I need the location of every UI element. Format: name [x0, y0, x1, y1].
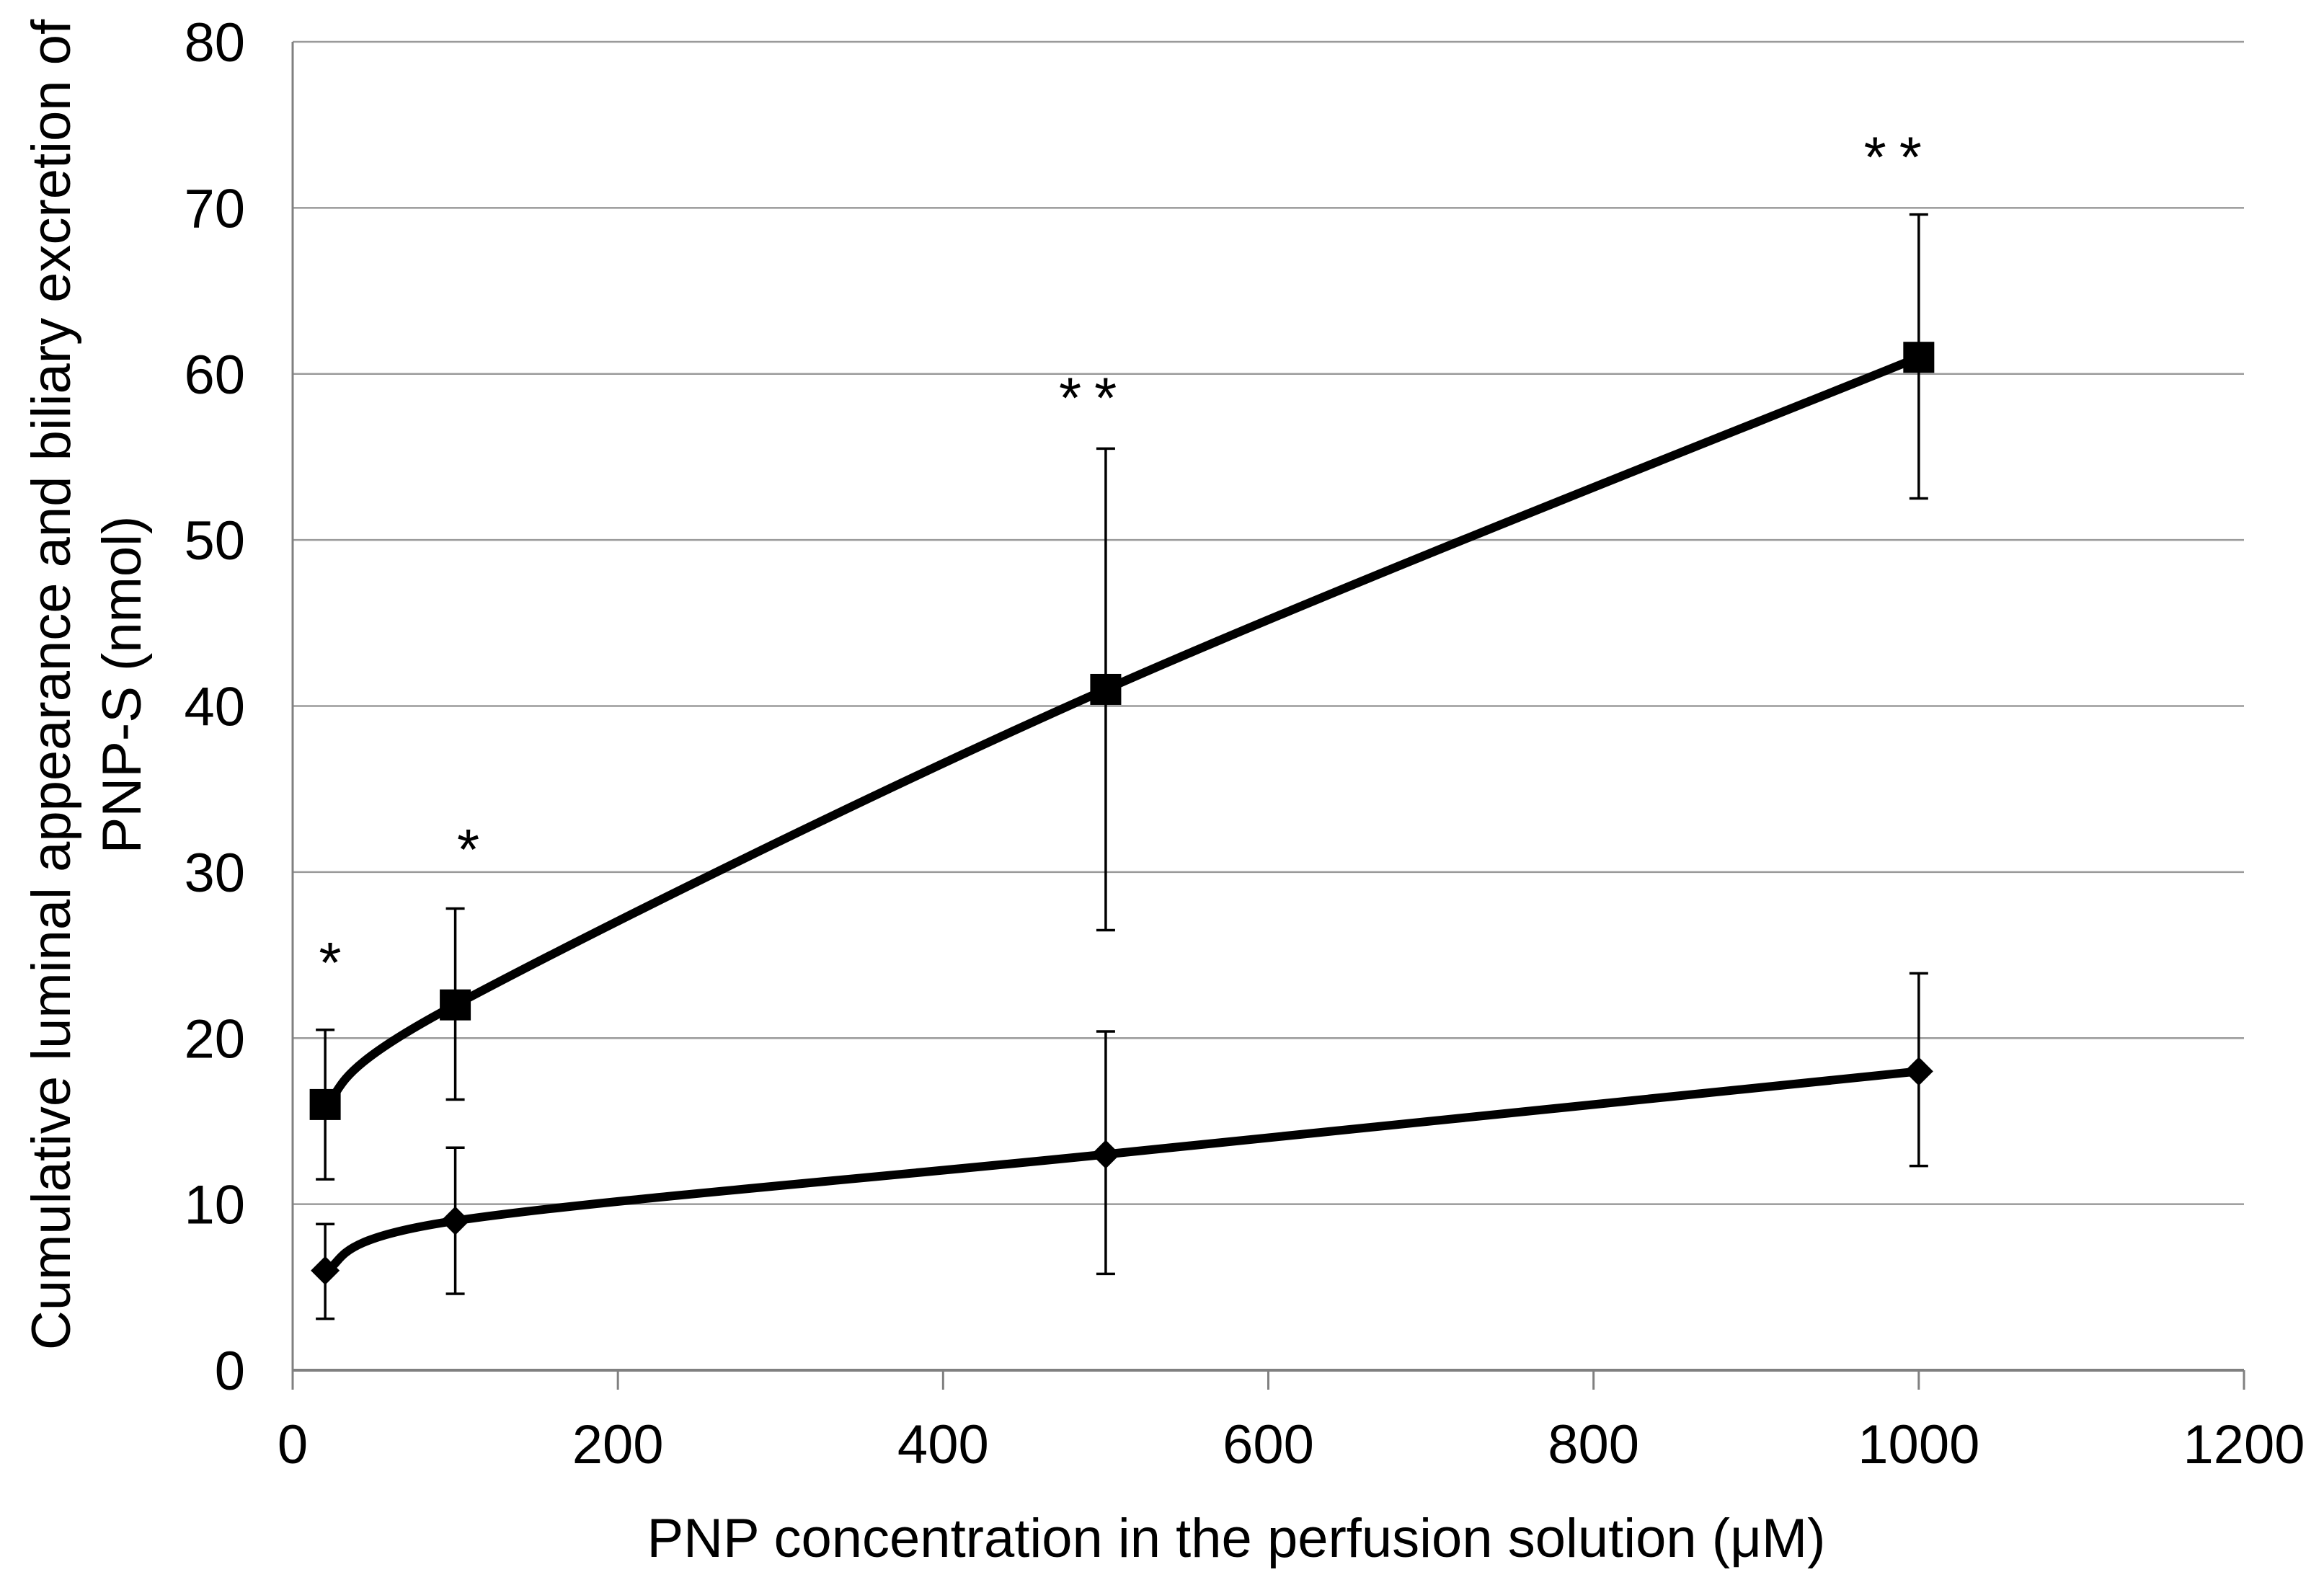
- x-tick-label-1000: 1000: [1858, 1414, 1979, 1475]
- y-tick-label-50: 50: [184, 510, 245, 572]
- y-tick-label-80: 80: [184, 12, 245, 74]
- y-tick-label-0: 0: [215, 1341, 245, 1402]
- significance-mark-4: **: [1864, 125, 1935, 189]
- significance-annotations: ******: [319, 125, 1935, 995]
- diamonds-series-marker-20: [311, 1256, 340, 1285]
- y-tick-label-20: 20: [184, 1008, 245, 1070]
- x-tick-label-600: 600: [1223, 1414, 1314, 1475]
- x-tick-label-800: 800: [1548, 1414, 1639, 1475]
- y-axis-title-line1: Cumulative luminal appearance and biliar…: [21, 19, 82, 1350]
- squares-series-marker-100: [440, 989, 471, 1021]
- y-gridlines: [293, 40, 2244, 1205]
- x-tick-label-0: 0: [278, 1414, 308, 1475]
- squares-series-marker-1000: [1903, 342, 1935, 373]
- squares-series-line: [321, 352, 1923, 1109]
- y-axis-title-line2: PNP-S (nmol): [92, 516, 153, 854]
- data-series: [309, 342, 1935, 1285]
- y-tick-label-70: 70: [184, 178, 245, 239]
- diamonds-series: [311, 1057, 1933, 1285]
- y-tick-label-60: 60: [184, 345, 245, 406]
- x-axis-title: PNP concentration in the perfusion solut…: [647, 1508, 1825, 1569]
- diamonds-series-marker-500: [1091, 1140, 1120, 1169]
- significance-mark-2: *: [457, 817, 479, 882]
- squares-series-marker-500: [1090, 673, 1122, 705]
- significance-mark-1: *: [319, 931, 341, 995]
- diamonds-series-marker-1000: [1904, 1057, 1933, 1086]
- squares-series-marker-20: [309, 1088, 341, 1120]
- y-tick-label-10: 10: [184, 1175, 245, 1236]
- x-tick-label-400: 400: [897, 1414, 989, 1475]
- x-tick-label-200: 200: [572, 1414, 664, 1475]
- y-tick-label-40: 40: [184, 677, 245, 738]
- x-tick-label-1200: 1200: [2183, 1414, 2305, 1475]
- axes: [291, 42, 2245, 1390]
- y-tick-label-30: 30: [184, 843, 245, 904]
- diamonds-series-marker-100: [440, 1206, 470, 1235]
- significance-mark-3: **: [1059, 365, 1130, 430]
- squares-series: [309, 342, 1935, 1120]
- diamonds-series-line: [321, 1067, 1923, 1275]
